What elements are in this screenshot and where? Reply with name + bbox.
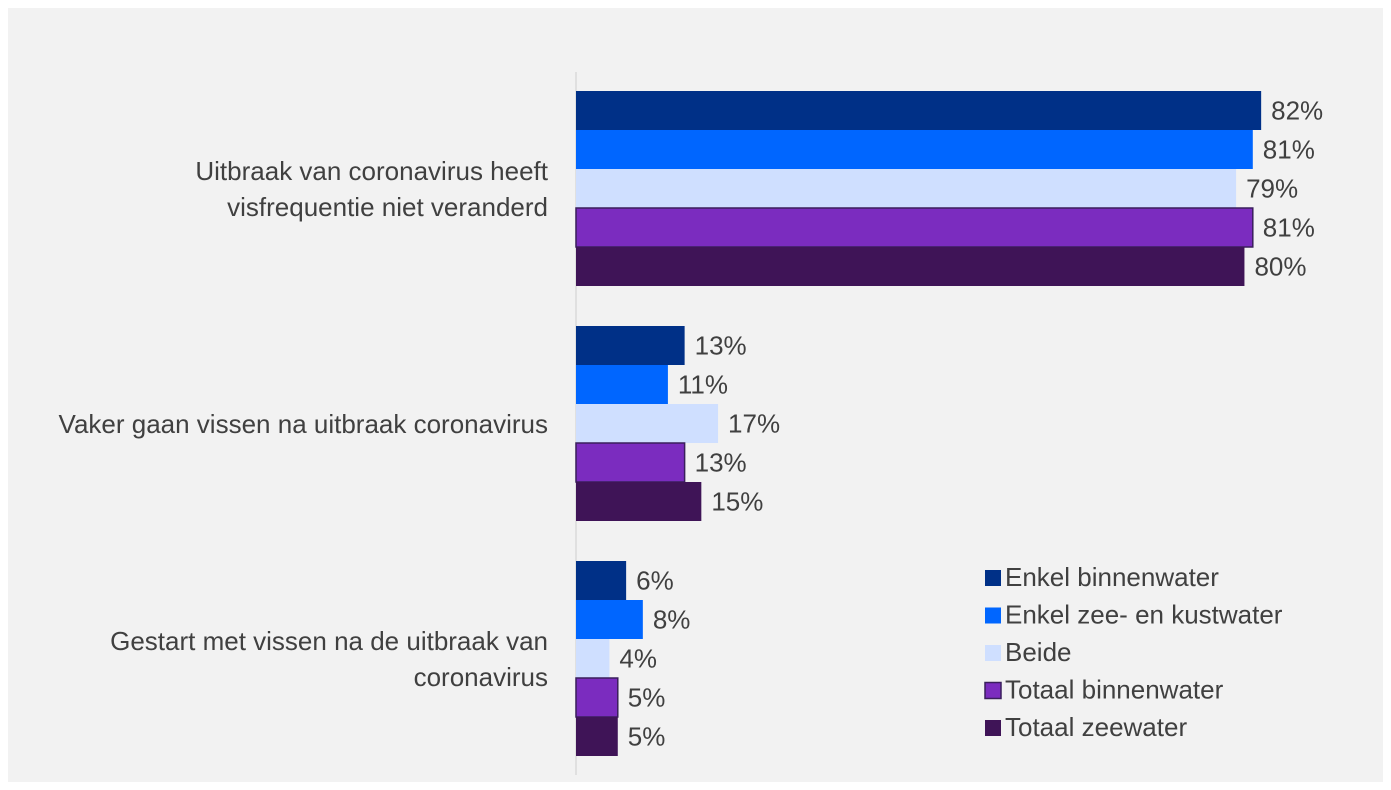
bar xyxy=(576,561,627,600)
bar xyxy=(576,326,685,365)
value-label: 6% xyxy=(636,565,674,595)
bar xyxy=(576,169,1237,208)
category-label: Uitbraak van coronavirus heeft visfreque… xyxy=(195,155,548,222)
value-label: 11% xyxy=(678,369,728,399)
bar xyxy=(576,482,702,521)
bar xyxy=(575,677,619,718)
category-label: Vaker gaan vissen na uitbraak coronaviru… xyxy=(58,408,548,439)
value-label: 13% xyxy=(695,330,747,360)
bar xyxy=(575,442,686,483)
legend-swatch xyxy=(985,570,1001,586)
legend-swatch xyxy=(985,720,1001,736)
value-label: 17% xyxy=(728,408,780,438)
legend-label: Enkel binnenwater xyxy=(1005,562,1219,592)
value-label: 5% xyxy=(628,682,666,712)
value-label: 4% xyxy=(619,643,657,673)
legend-swatch xyxy=(984,681,1002,700)
value-label: 15% xyxy=(711,486,763,516)
legend-label: Beide xyxy=(1005,637,1072,667)
bar xyxy=(576,717,618,756)
category-label: Gestart met vissen na de uitbraak van co… xyxy=(110,625,548,692)
value-label: 13% xyxy=(695,447,747,477)
bar xyxy=(576,91,1262,130)
value-label: 81% xyxy=(1263,212,1315,242)
bar xyxy=(576,365,668,404)
value-label: 81% xyxy=(1263,134,1315,164)
value-label: 5% xyxy=(628,721,666,751)
value-label: 79% xyxy=(1246,173,1298,203)
legend-label: Totaal binnenwater xyxy=(1005,674,1224,704)
legend-label: Totaal zeewater xyxy=(1005,712,1187,742)
bar xyxy=(576,600,643,639)
legend-swatch xyxy=(985,607,1001,624)
bar xyxy=(576,639,610,678)
bar xyxy=(575,207,1254,248)
value-label: 82% xyxy=(1271,95,1323,125)
bar xyxy=(576,404,719,443)
value-label: 80% xyxy=(1254,251,1306,281)
legend-swatch xyxy=(985,645,1001,661)
bar xyxy=(576,130,1253,169)
value-label: 8% xyxy=(653,604,691,634)
bar xyxy=(576,247,1245,286)
legend-label: Enkel zee- en kustwater xyxy=(1005,599,1283,629)
